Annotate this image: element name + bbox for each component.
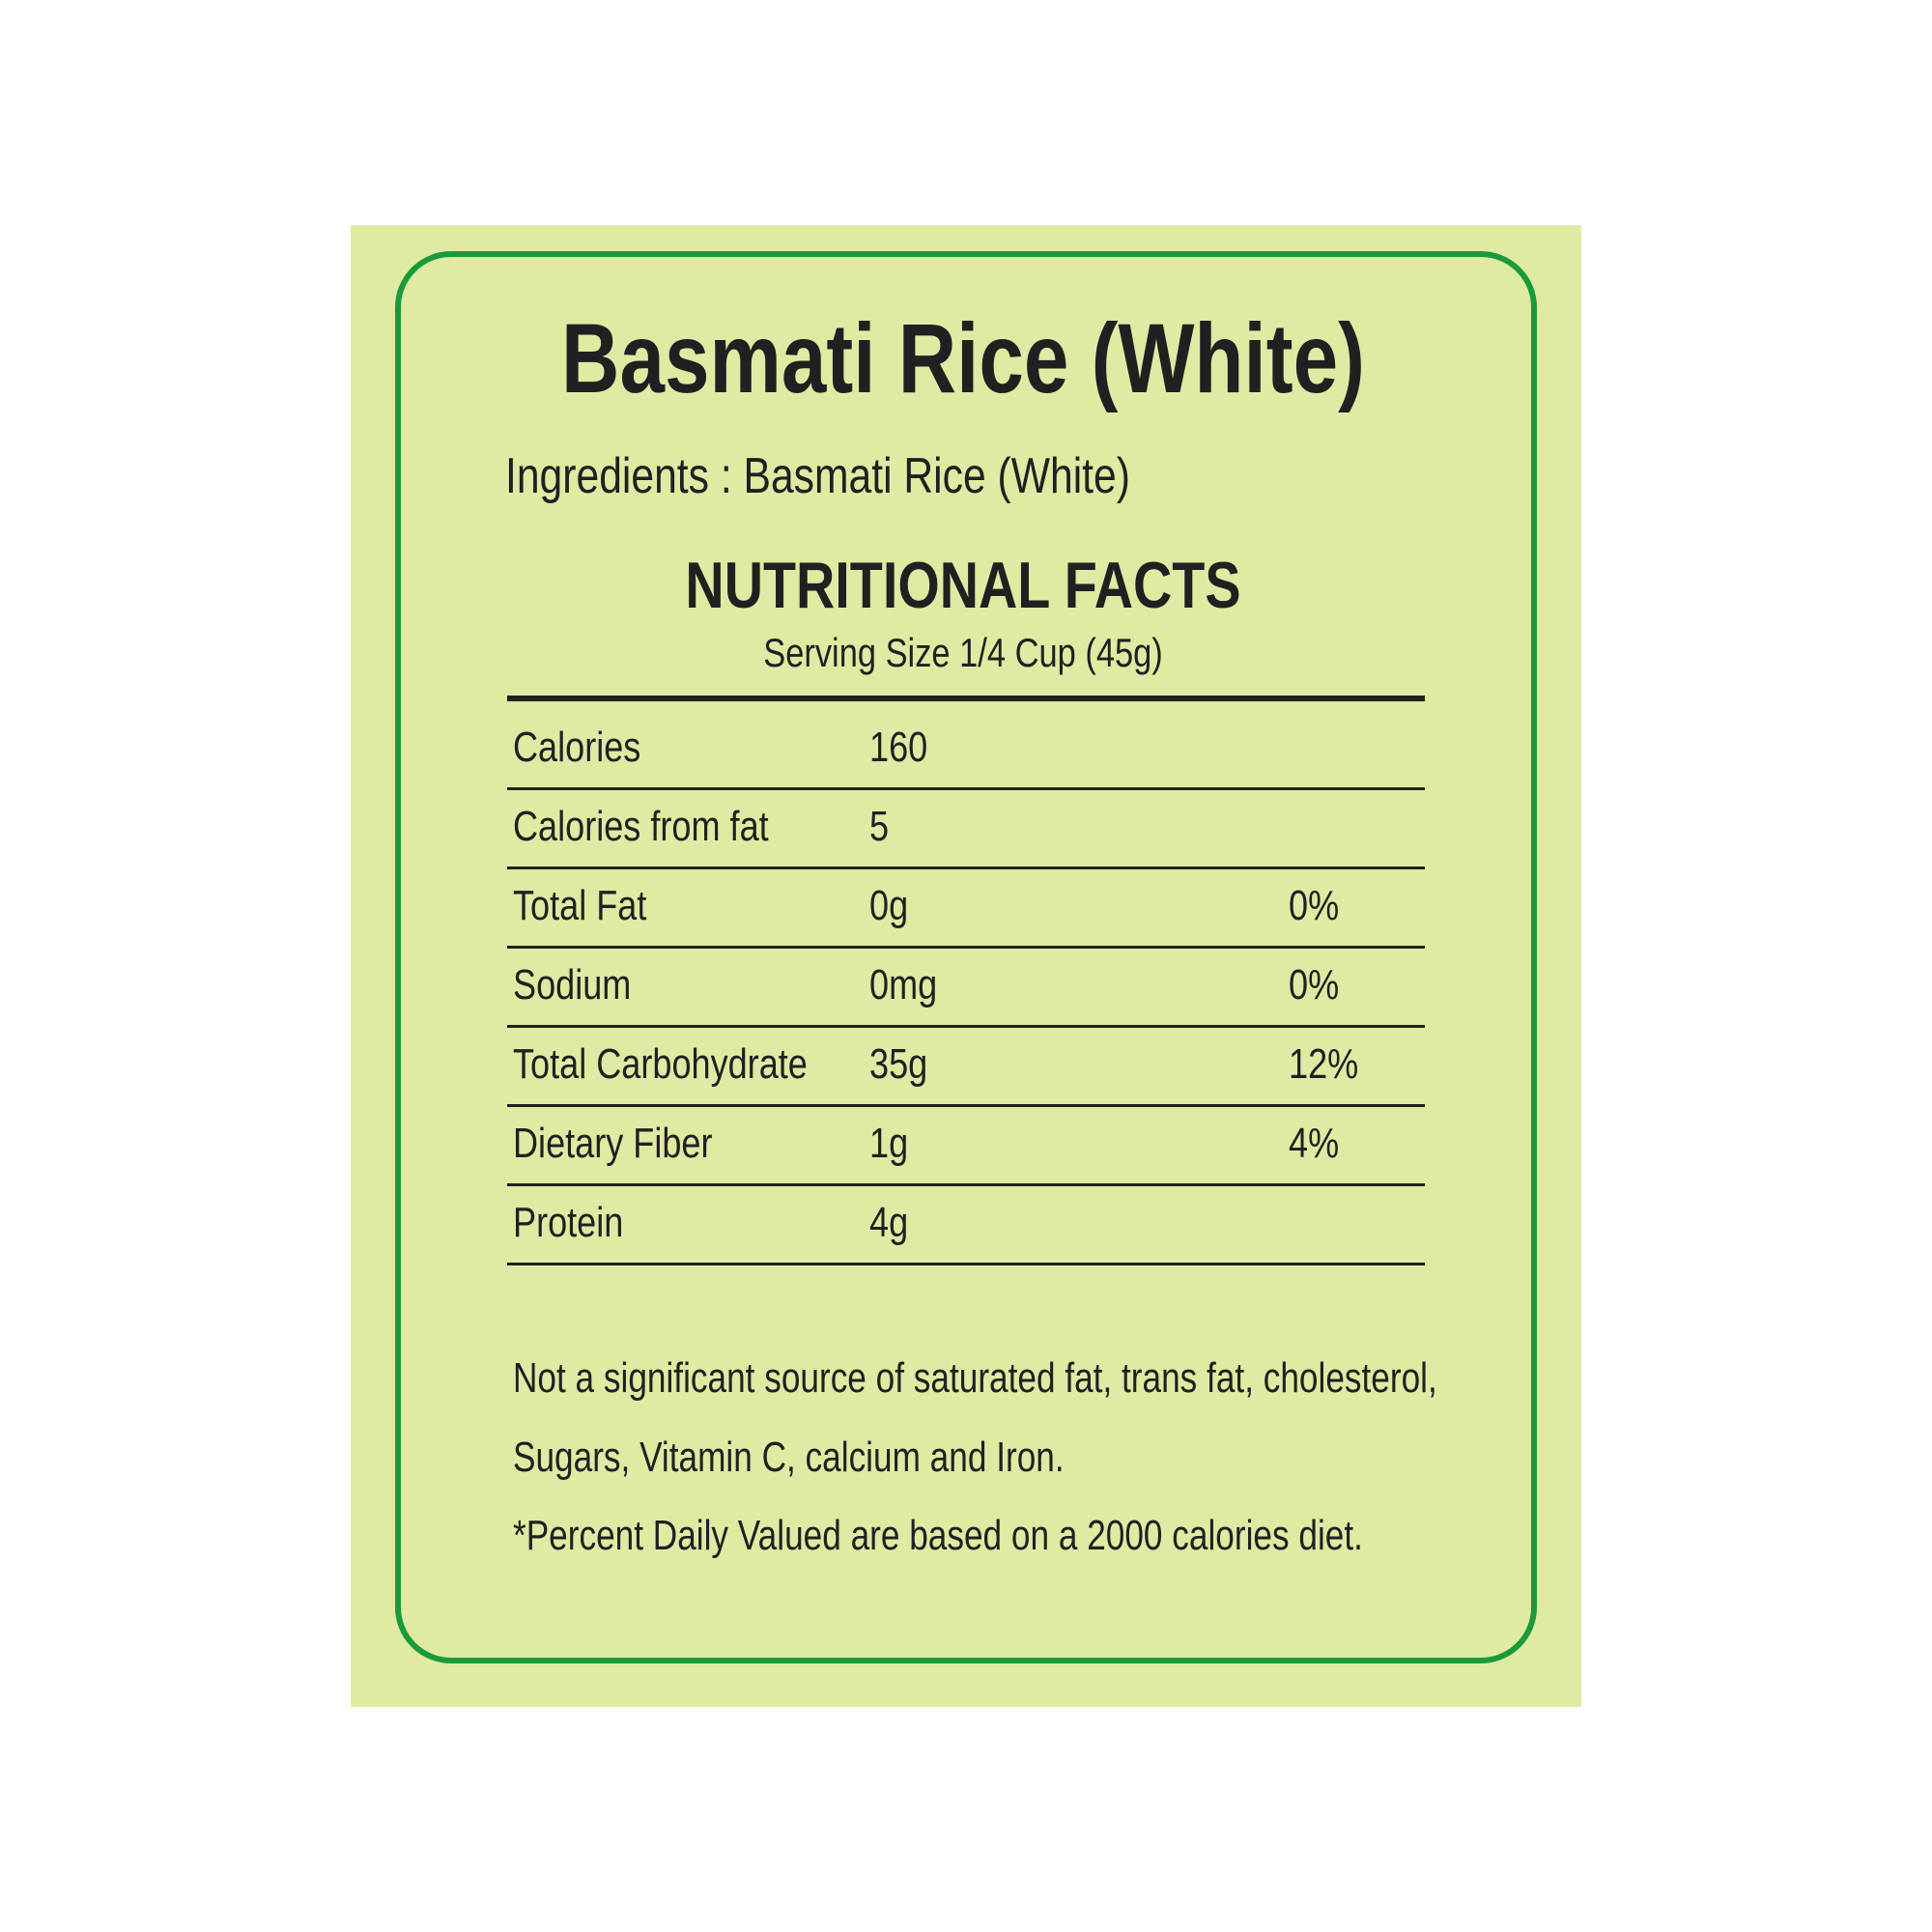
table-row: Dietary Fiber 1g 4% xyxy=(507,1104,1425,1186)
nutrient-percent: 12% xyxy=(1289,1040,1359,1088)
table-row: Total Fat 0g 0% xyxy=(507,867,1425,949)
nutrient-percent: 4% xyxy=(1289,1120,1340,1167)
table-row: Calories from fat 5 xyxy=(507,787,1425,869)
nutrient-amount: 4g xyxy=(869,1199,909,1246)
table-row: Protein 4g xyxy=(507,1183,1425,1265)
nutrient-label: Calories from fat xyxy=(513,803,769,850)
table-row: Calories 160 xyxy=(507,708,1425,790)
nutrient-label: Total Fat xyxy=(513,882,647,929)
nutrient-percent: 0% xyxy=(1289,961,1340,1009)
footnote-line: Not a significant source of saturated fa… xyxy=(513,1354,1437,1402)
table-row: Sodium 0mg 0% xyxy=(507,946,1425,1028)
section-title: NUTRITIONAL FACTS xyxy=(685,549,1241,622)
nutrient-amount: 35g xyxy=(869,1040,928,1088)
product-title: Basmati Rice (White) xyxy=(561,303,1365,413)
label-border xyxy=(395,251,1537,1663)
nutrient-amount: 0mg xyxy=(869,961,938,1009)
footnote-line: Sugars, Vitamin C, calcium and Iron. xyxy=(513,1434,1065,1481)
nutrient-label: Calories xyxy=(513,724,641,771)
nutrient-amount: 160 xyxy=(869,724,928,771)
label-background xyxy=(351,225,1581,1707)
ingredients-text: Ingredients : Basmati Rice (White) xyxy=(505,448,1130,504)
nutrient-label: Total Carbohydrate xyxy=(513,1040,808,1088)
nutrient-label: Sodium xyxy=(513,961,632,1009)
serving-size: Serving Size 1/4 Cup (45g) xyxy=(763,630,1163,675)
nutrient-label: Protein xyxy=(513,1199,624,1246)
nutrient-amount: 5 xyxy=(869,803,890,850)
nutrient-label: Dietary Fiber xyxy=(513,1120,713,1167)
footnote-daily-value: *Percent Daily Valued are based on a 200… xyxy=(513,1512,1363,1559)
nutrient-percent: 0% xyxy=(1289,882,1340,929)
nutrient-amount: 0g xyxy=(869,882,909,929)
nutrient-amount: 1g xyxy=(869,1120,909,1167)
header-divider xyxy=(507,696,1425,701)
table-row: Total Carbohydrate 35g 12% xyxy=(507,1025,1425,1107)
